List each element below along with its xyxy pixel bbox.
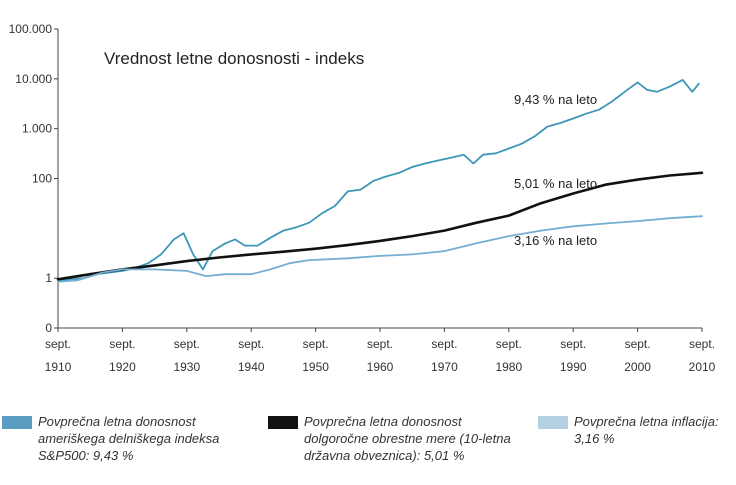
x-tick-label-bottom: 2010	[689, 360, 716, 374]
legend-swatch-bond	[268, 416, 298, 429]
x-tick-label-bottom: 1980	[495, 360, 522, 374]
legend-line: Povprečna letna donosnost	[38, 414, 196, 429]
legend-line: S&P500: 9,43 %	[38, 448, 134, 463]
x-tick-label-top: sept.	[303, 337, 329, 351]
x-tick-label-bottom: 1910	[45, 360, 72, 374]
legend-line: dolgoročne obrestne mere (10-letna	[304, 431, 511, 446]
annotation-bond: 5,01 % na leto	[514, 176, 597, 191]
legend-label-inflation: Povprečna letna inflacija: 3,16 %	[574, 413, 719, 447]
x-tick-label-bottom: 1930	[173, 360, 200, 374]
legend-swatch-sp500	[2, 416, 32, 429]
x-tick-label-top: sept.	[174, 337, 200, 351]
chart: 0 1 100 1.000 10.000 100.000 sept. 1910 sept. 192…	[9, 22, 716, 374]
y-tick-label: 100.000	[9, 22, 53, 36]
x-tick-label-top: sept.	[625, 337, 651, 351]
legend-label-sp500: Povprečna letna donosnost ameriškega del…	[38, 413, 219, 464]
legend-line: Povprečna letna donosnost	[304, 414, 462, 429]
x-tick-label-bottom: 1970	[431, 360, 458, 374]
label-layer: 0 1 100 1.000 10.000 100.000 sept. 1910 sept. 192…	[9, 22, 716, 374]
x-tick-label-top: sept.	[560, 337, 586, 351]
y-tick-label: 1.000	[22, 122, 52, 136]
legend-item-sp500: Povprečna letna donosnost ameriškega del…	[2, 413, 219, 464]
legend-line: 3,16 %	[574, 431, 615, 446]
x-tick-label-top: sept.	[431, 337, 457, 351]
series-line-inflation	[57, 215, 703, 283]
y-tick-label: 0	[45, 321, 52, 335]
legend-line: Povprečna letna inflacija:	[574, 414, 719, 429]
series-line-bond	[56, 171, 704, 281]
x-tick-label-top: sept.	[238, 337, 264, 351]
x-tick-label-bottom: 1960	[367, 360, 394, 374]
x-tick-label-bottom: 1990	[560, 360, 587, 374]
x-tick-label-bottom: 1940	[238, 360, 265, 374]
legend-line: ameriškega delniškega indeksa	[38, 431, 220, 446]
legend-item-inflation: Povprečna letna inflacija: 3,16 %	[538, 413, 719, 447]
legend: Povprečna letna donosnost ameriškega del…	[0, 413, 736, 483]
x-tick-label-bottom: 2000	[624, 360, 651, 374]
x-tick-label-top: sept.	[109, 337, 135, 351]
x-tick-label-top: sept.	[45, 337, 71, 351]
legend-swatch-inflation	[538, 416, 568, 429]
chart-title: Vrednost letne donosnosti - indeks	[104, 49, 364, 68]
legend-line: državna obveznica): 5,01 %	[304, 448, 465, 463]
x-tick-label-bottom: 1920	[109, 360, 136, 374]
y-tick-label: 1	[45, 271, 52, 285]
x-tick-label-top: sept.	[689, 337, 715, 351]
legend-label-bond: Povprečna letna donosnost dolgoročne obr…	[304, 413, 511, 464]
annotation-sp500: 9,43 % na leto	[514, 92, 597, 107]
x-tick-label-top: sept.	[496, 337, 522, 351]
series-line-sp500	[57, 79, 700, 282]
series-layer	[56, 79, 704, 283]
legend-item-bond: Povprečna letna donosnost dolgoročne obr…	[268, 413, 511, 464]
axes-layer	[54, 28, 703, 332]
y-tick-label: 10.000	[15, 72, 52, 86]
x-tick-label-top: sept.	[367, 337, 393, 351]
y-tick-label: 100	[32, 172, 52, 186]
annotation-inflation: 3,16 % na leto	[514, 233, 597, 248]
x-tick-label-bottom: 1950	[302, 360, 329, 374]
